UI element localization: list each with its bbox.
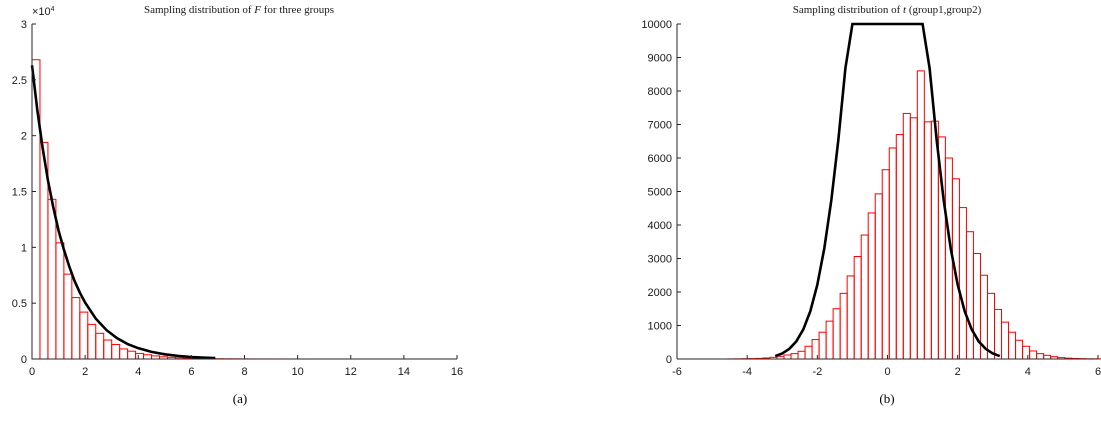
histogram-bar [833, 309, 840, 359]
histogram-bar [966, 232, 973, 359]
y-tick-label: 9000 [648, 53, 672, 65]
y-tick-label: 6000 [648, 153, 672, 165]
panel-a-title: Sampling distribution of F for three gro… [144, 4, 334, 16]
y-tick-label: 5000 [648, 187, 672, 199]
histogram-bar [910, 118, 917, 359]
y-tick-label: 1000 [648, 321, 672, 333]
panel-a-f-distribution: Sampling distribution of F for three gro… [12, 4, 463, 406]
x-tick-label: 0 [29, 366, 35, 378]
panel-b-y-ticks: 0 1000 2000 3000 4000 5000 6000 7000 8000 9000 100… [641, 19, 681, 366]
x-tick-label: 4 [1025, 366, 1031, 378]
y-tick-label: 2000 [648, 287, 672, 299]
histogram-bar [1030, 351, 1037, 359]
x-tick-label: 4 [135, 366, 141, 378]
x-tick-label: 6 [1095, 366, 1101, 378]
panel-a-y-exponent: ×104 [32, 6, 55, 18]
y-tick-label: 4000 [648, 220, 672, 232]
histogram-bar [826, 321, 833, 359]
histogram-bar [861, 235, 868, 359]
histogram-bar [1009, 332, 1016, 359]
x-tick-label: 12 [345, 366, 357, 378]
histogram-bar [784, 355, 791, 359]
histogram-bar [64, 274, 72, 359]
histogram-bar [882, 170, 889, 359]
histogram-bar [48, 199, 56, 359]
y-tick-label: 8000 [648, 86, 672, 98]
histogram-bar [917, 71, 924, 359]
histogram-bar [959, 208, 966, 359]
histogram-bar [798, 351, 805, 359]
histogram-bar [903, 113, 910, 359]
y-tick-label: 0 [21, 354, 27, 366]
panel-a-axes [32, 24, 457, 359]
x-tick-label: 10 [292, 366, 304, 378]
x-tick-label: 2 [82, 366, 88, 378]
histogram-bar [128, 351, 136, 359]
x-tick-label: -4 [742, 366, 752, 378]
y-tick-label: 2 [21, 131, 27, 143]
histogram-bar [805, 346, 812, 359]
histogram-bar [1023, 346, 1030, 359]
histogram-bar [112, 344, 120, 359]
histogram-bar [1002, 322, 1009, 359]
histogram-bar [1037, 354, 1044, 359]
histogram-bar [889, 148, 896, 359]
histogram-bar [56, 243, 64, 359]
y-tick-label: 3000 [648, 254, 672, 266]
x-tick-label: 8 [241, 366, 247, 378]
histogram-bar [995, 309, 1002, 359]
x-tick-label: 2 [955, 366, 961, 378]
panel-a-pdf-curve [32, 65, 215, 358]
histogram-bar [812, 340, 819, 359]
panel-a-caption: (a) [233, 391, 247, 406]
x-tick-label: 16 [451, 366, 463, 378]
histogram-bar [88, 324, 96, 359]
y-tick-label: 0.5 [12, 298, 27, 310]
histogram-bar [875, 194, 882, 359]
histogram-bar [120, 349, 128, 359]
histogram-bar [987, 293, 994, 359]
y-tick-label: 1 [21, 242, 27, 254]
histogram-bar [72, 298, 80, 359]
histogram-bar [1044, 355, 1051, 359]
panel-b-axes [677, 24, 1098, 359]
histogram-bar [791, 354, 798, 359]
x-tick-label: 6 [188, 366, 194, 378]
y-tick-label: 10000 [641, 19, 672, 31]
y-tick-label: 7000 [648, 120, 672, 132]
y-tick-label: 3 [21, 19, 27, 31]
y-tick-label: 0 [666, 354, 672, 366]
panel-b-histogram [728, 71, 1101, 359]
histogram-bar [896, 135, 903, 359]
x-tick-label: 14 [398, 366, 410, 378]
panel-b-title: Sampling distribution of t (group1,group… [793, 4, 982, 16]
histogram-bar [104, 340, 112, 359]
histogram-bar [144, 355, 152, 359]
histogram-bar [840, 293, 847, 359]
histogram-bar [854, 256, 861, 359]
histogram-bar [924, 122, 931, 359]
histogram-bar [868, 213, 875, 359]
histogram-bar [1016, 340, 1023, 359]
y-tick-label: 1.5 [12, 187, 27, 199]
histogram-bar [136, 353, 144, 359]
histogram-bar [819, 332, 826, 359]
y-tick-label: 2.5 [12, 75, 27, 87]
histogram-bar [96, 333, 104, 359]
x-tick-label: -2 [812, 366, 822, 378]
histogram-bar [847, 276, 854, 359]
histogram-bar [80, 312, 88, 359]
panel-b-t-distribution: Sampling distribution of t (group1,group… [641, 4, 1101, 406]
x-tick-label: 0 [884, 366, 890, 378]
x-tick-label: -6 [672, 366, 682, 378]
panel-b-caption: (b) [879, 391, 894, 406]
